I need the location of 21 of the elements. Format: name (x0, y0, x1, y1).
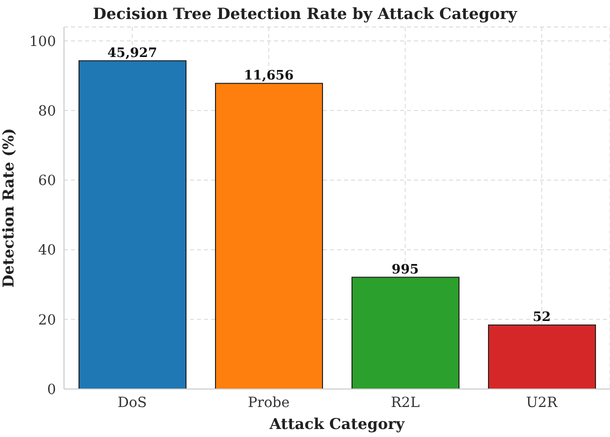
y-tick-label: 0 (47, 382, 56, 398)
x-tick-label: U2R (526, 394, 558, 411)
y-tick-label: 100 (29, 34, 56, 50)
bar (78, 60, 186, 389)
y-tick-label: 40 (38, 242, 56, 259)
y-axis-title: Detection Rate (%) (0, 128, 18, 288)
annotation: 52 (532, 310, 551, 325)
bar (488, 324, 596, 389)
chart-title: Decision Tree Detection Rate by Attack Category (92, 4, 518, 23)
annotation: 11,656 (244, 68, 294, 84)
annotation: 995 (392, 262, 419, 278)
bar (215, 82, 323, 389)
x-tick-label: R2L (390, 394, 420, 411)
y-tick-label: 80 (38, 104, 56, 120)
bar (352, 276, 460, 389)
x-tick-label: DoS (118, 394, 147, 411)
y-tick-label: 60 (38, 173, 56, 190)
x-axis-title: Attack Category (268, 415, 406, 433)
annotation: 45,927 (107, 46, 158, 61)
x-tick-label: Probe (248, 394, 290, 411)
y-tick-label: 20 (38, 312, 56, 328)
